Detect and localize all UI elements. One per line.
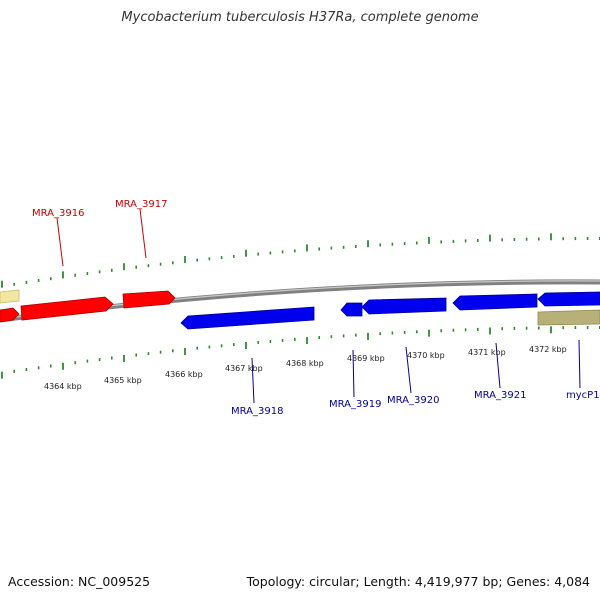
gene-arrow-mra-3917 (122, 290, 176, 309)
tick-label-4365: 4365 kbp (104, 376, 142, 385)
tick-label-4372: 4372 kbp (529, 345, 567, 354)
outer-tick-track (1, 233, 600, 288)
gene-label-mra-3920: MRA_3920 (387, 395, 439, 406)
gene-arrow-mra-3920 (361, 297, 447, 315)
gene-label-mycp1: mycP1 (566, 390, 600, 401)
leader-mycp1 (578, 339, 581, 389)
gene-arrow-mycp1 (537, 291, 600, 307)
inner-tick-track (1, 326, 600, 379)
leader-mra-3921 (495, 342, 501, 389)
tick-label-4371: 4371 kbp (468, 348, 506, 357)
scale-tick-labels: 4364 kbp 4365 kbp 4366 kbp 4367 kbp 4368… (44, 345, 567, 391)
gene-label-mra-3921: MRA_3921 (474, 390, 526, 401)
gene-label-mra-3916: MRA_3916 (32, 208, 84, 219)
tick-label-4367: 4367 kbp (225, 364, 263, 373)
genome-summary: Topology: circular; Length: 4,419,977 bp… (246, 574, 590, 589)
map-title: Mycobacterium tuberculosis H37Ra, comple… (121, 10, 479, 25)
feature-olive-right (537, 309, 600, 326)
tick-label-4366: 4366 kbp (165, 370, 203, 379)
gene-label-mra-3917: MRA_3917 (115, 199, 167, 210)
gene-arrow-mra-3918 (180, 306, 315, 330)
tick-label-4368: 4368 kbp (286, 359, 324, 368)
gene-label-mra-3918: MRA_3918 (231, 406, 283, 417)
tick-label-4369: 4369 kbp (347, 354, 385, 363)
leader-mra-3918 (251, 357, 255, 404)
leader-mra-3917 (139, 208, 147, 259)
gene-arrow-mra-3921 (452, 293, 538, 311)
gene-arrow-mra-3916 (20, 296, 114, 321)
gene-label-mra-3919: MRA_3919 (329, 399, 381, 410)
gene-arrow-mra-3919 (340, 302, 363, 317)
leader-mra-3919 (352, 349, 355, 398)
tick-label-4364: 4364 kbp (44, 382, 82, 391)
feature-yellow-left (0, 289, 20, 304)
leader-mra-3920 (405, 346, 412, 394)
leader-mra-3916 (56, 217, 64, 267)
gene-arrow-forward-left-edge (0, 307, 20, 323)
accession-label: Accession: NC_009525 (8, 574, 151, 589)
tick-label-4370: 4370 kbp (407, 351, 445, 360)
